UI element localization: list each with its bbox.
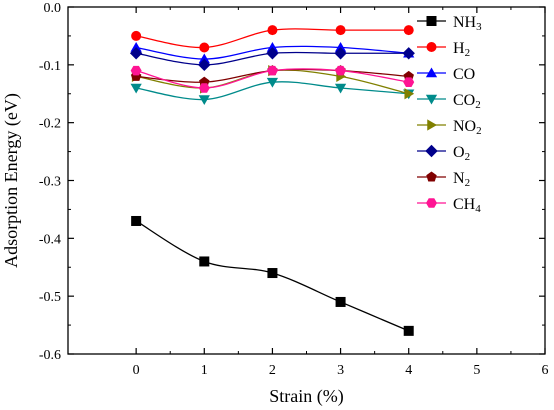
data-point-h2 — [335, 25, 346, 36]
data-point-o2 — [402, 47, 415, 60]
series-nh3 — [131, 215, 414, 336]
legend-label-subscript: 2 — [465, 151, 471, 163]
data-point-nh3 — [131, 215, 142, 226]
series-o2 — [129, 47, 415, 72]
x-axis-title: Strain (%) — [269, 386, 343, 407]
data-point-nh3 — [403, 325, 414, 336]
x-tick-label: 0 — [133, 363, 140, 378]
x-tick-label: 1 — [201, 363, 208, 378]
data-point-h2 — [403, 25, 414, 36]
legend-item-nh3: NH3 — [417, 14, 482, 33]
y-axis-title: Adsorption Energy (eV) — [1, 93, 22, 268]
y-tick-label: -0.4 — [39, 232, 61, 247]
legend-item-ch4: CH4 — [417, 196, 481, 215]
legend-label-base: CO — [453, 92, 475, 109]
legend-label-h2: H2 — [453, 40, 470, 59]
legend-label-co2: CO2 — [453, 92, 481, 111]
data-point-co2 — [130, 83, 142, 94]
data-point-nh3 — [199, 256, 210, 267]
x-tick-label: 4 — [405, 363, 412, 378]
data-point-o2 — [266, 47, 279, 60]
legend-marker-ch4 — [426, 198, 437, 208]
legend-label-subscript: 2 — [465, 47, 471, 59]
data-point-h2 — [199, 42, 210, 53]
legend-label-no2: NO2 — [453, 118, 482, 137]
legend-label-base: H — [453, 40, 465, 57]
data-point-h2 — [131, 30, 142, 41]
legend-label-subscript: 3 — [476, 21, 482, 33]
plot-area — [129, 25, 415, 336]
legend-label-base: O — [453, 144, 465, 161]
legend-item-co2: CO2 — [417, 92, 481, 111]
data-point-co — [266, 41, 279, 52]
data-point-co — [198, 53, 210, 64]
data-point-ch4 — [403, 77, 415, 87]
data-point-nh3 — [335, 296, 346, 307]
legend-marker-co2 — [425, 94, 438, 105]
y-tick-label: 0.0 — [44, 1, 62, 16]
x-tick-label: 6 — [542, 363, 549, 378]
x-tick-label: 5 — [473, 363, 480, 378]
data-point-ch4 — [335, 65, 347, 76]
y-tick-label: -0.3 — [39, 175, 61, 190]
legend-label-o2: O2 — [453, 144, 470, 163]
legend-item-no2: NO2 — [417, 118, 482, 137]
legend-item-n2: N2 — [417, 170, 470, 189]
plot-frame — [67, 6, 546, 355]
legend-marker-o2 — [425, 144, 438, 158]
data-point-o2 — [198, 58, 211, 72]
legend-label-base: CH — [453, 196, 476, 213]
data-point-ch4 — [198, 83, 210, 93]
y-tick-label: -0.1 — [39, 59, 61, 74]
series-h2 — [131, 25, 414, 53]
legend-marker-no2 — [427, 119, 437, 131]
data-point-nh3 — [267, 268, 278, 279]
legend-item-h2: H2 — [417, 40, 470, 59]
data-point-o2 — [334, 47, 347, 60]
legend-label-base: NO — [453, 118, 476, 135]
legend-label-subscript: 2 — [476, 125, 482, 137]
data-point-co2 — [198, 95, 210, 106]
legend-label-ch4: CH4 — [453, 196, 481, 215]
legend-label-n2: N2 — [453, 170, 470, 189]
legend-item-co: CO — [417, 66, 475, 83]
legend-item-o2: O2 — [417, 144, 470, 163]
x-tick-label: 3 — [337, 363, 344, 378]
legend-marker-co — [425, 67, 438, 78]
data-point-co — [334, 41, 347, 52]
legend-label-subscript: 2 — [465, 177, 471, 189]
legend-label-base: N — [453, 170, 465, 187]
data-point-h2 — [267, 25, 278, 36]
data-point-ch4 — [266, 65, 278, 76]
legend-label-nh3: NH3 — [453, 14, 482, 33]
y-tick-label: -0.6 — [39, 348, 61, 363]
legend-marker-n2 — [426, 171, 437, 182]
x-tick-label: 2 — [269, 363, 276, 378]
legend-label-subscript: 4 — [475, 203, 481, 215]
data-point-co — [130, 41, 142, 52]
legend-marker-nh3 — [426, 16, 437, 26]
legend-marker-h2 — [426, 42, 437, 52]
data-point-co2 — [334, 83, 347, 94]
series-ch4 — [130, 65, 415, 93]
legend-label-base: NH — [453, 14, 477, 31]
axes: 0 1 2 3 4 5 6 0.0 -0.1 -0.2 -0.3 -0.4 -0.5 -0.6 — [39, 1, 549, 378]
data-point-ch4 — [130, 65, 142, 76]
data-point-no2 — [404, 88, 415, 100]
data-point-co2 — [266, 77, 279, 88]
legend-label-base: CO — [453, 66, 475, 83]
data-point-o2 — [129, 47, 143, 60]
y-tick-label: -0.2 — [39, 117, 61, 132]
legend-label-co: CO — [453, 66, 475, 83]
legend-label-subscript: 2 — [475, 99, 481, 111]
y-tick-label: -0.5 — [39, 290, 61, 305]
